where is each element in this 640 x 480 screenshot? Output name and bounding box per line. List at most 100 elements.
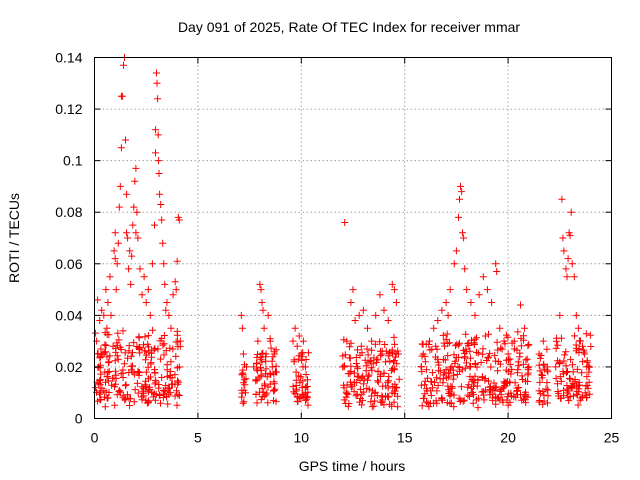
data-point [241,361,248,369]
data-point [105,331,113,339]
data-point [167,324,175,332]
data-point [114,239,122,247]
data-point [363,384,371,392]
data-point [574,324,582,332]
data-point [558,195,566,203]
data-point [522,377,529,385]
data-point [559,234,567,242]
data-point [124,354,132,362]
data-point [291,324,299,332]
y-tick-label: 0.1 [63,153,83,169]
data-point [159,387,167,394]
data-point [525,341,533,348]
data-point [368,337,376,345]
data-point [385,393,392,401]
data-point [483,357,491,364]
data-point [111,401,119,409]
data-point [359,396,366,404]
data-point [491,386,499,394]
data-point [158,374,166,381]
data-point [455,341,463,349]
data-point [460,234,468,242]
data-point [585,362,593,370]
data-point [554,389,562,397]
data-point [364,324,371,332]
data-point [369,360,377,368]
data-point [157,201,165,208]
data-point [154,131,162,139]
data-point [112,348,120,356]
data-point [471,311,479,319]
data-point [452,342,459,350]
data-point [354,346,361,354]
data-point [258,299,266,306]
data-point [239,350,247,358]
data-point [97,396,105,403]
data-point [130,398,138,406]
data-point [169,291,177,299]
data-point [517,391,524,399]
data-point [239,379,247,387]
data-point [152,149,159,157]
data-point [492,400,500,408]
data-point [501,379,509,387]
data-point [362,367,370,375]
data-point [126,247,134,255]
data-point [505,356,512,364]
data-point [574,382,582,390]
data-point [377,398,385,406]
data-point [123,229,131,237]
data-point [380,306,388,314]
data-point [343,337,351,345]
data-point [367,398,375,406]
data-point [468,336,475,344]
data-point [473,363,481,371]
data-point [254,351,261,358]
data-point [352,360,360,367]
data-point [358,374,366,382]
data-point [492,260,500,268]
data-point [380,369,388,377]
data-point [346,343,354,351]
data-point [341,351,349,359]
data-point [111,255,119,263]
data-point [113,260,121,268]
data-point [156,190,164,198]
data-point [110,247,118,255]
data-point [340,396,348,404]
data-point [483,286,491,294]
data-point [122,381,130,389]
data-point [487,363,495,371]
data-point [422,366,430,374]
data-point [151,366,158,374]
data-point [543,345,551,353]
data-point [465,393,473,400]
data-point [116,343,124,351]
data-point [506,360,514,368]
data-point [467,299,475,306]
data-point [567,208,575,216]
data-point [443,330,451,338]
data-point [174,343,182,351]
data-point [263,389,271,397]
data-point [556,373,564,381]
data-point [469,399,477,407]
data-point [539,388,547,395]
data-point [535,361,543,369]
data-point [364,376,371,384]
data-point [457,182,464,190]
data-point [111,357,119,365]
data-point [175,378,183,386]
data-point [358,401,366,409]
data-point [452,247,460,255]
data-point [417,381,425,389]
data-point [450,351,458,359]
data-point [535,398,543,406]
data-point [94,364,102,372]
data-point [133,208,141,216]
data-point [158,216,166,224]
data-point [257,363,264,371]
data-point [354,364,362,372]
data-point [173,401,181,409]
